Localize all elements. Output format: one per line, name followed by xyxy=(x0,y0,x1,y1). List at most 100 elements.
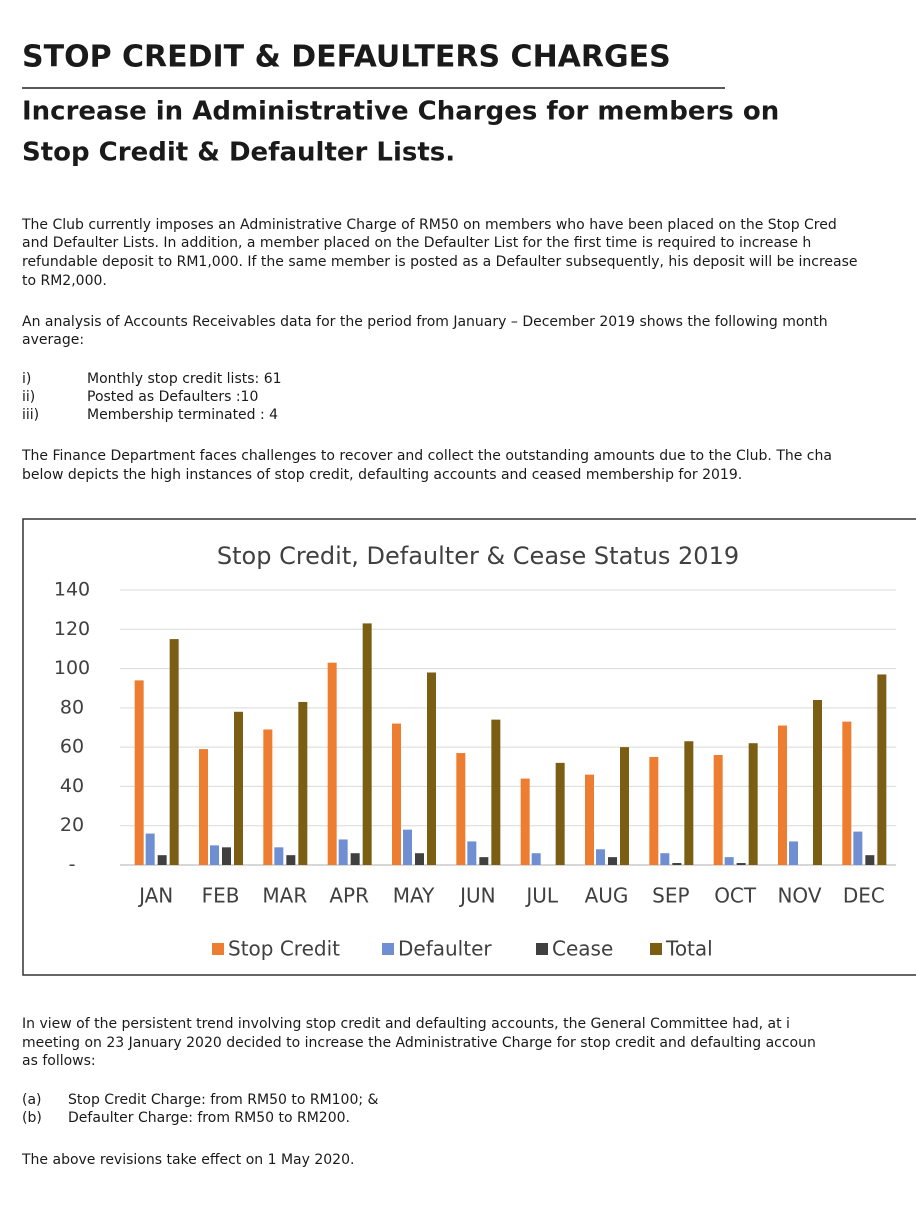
bar xyxy=(403,829,412,865)
list-item: Stop Credit Charge: from RM50 to RM100; … xyxy=(68,1092,379,1108)
paragraph-line: below depicts the high instances of stop… xyxy=(22,467,742,483)
paragraph-line: refundable deposit to RM1,000. If the sa… xyxy=(22,254,858,270)
bar xyxy=(169,639,179,865)
paragraph-line: to RM2,000. xyxy=(22,273,107,289)
bar xyxy=(274,847,284,865)
legend-label: Stop Credit xyxy=(228,937,340,961)
bar xyxy=(234,711,243,865)
list-marker: i) xyxy=(22,371,31,387)
bar xyxy=(362,623,372,865)
bar xyxy=(877,674,887,865)
bar xyxy=(350,853,360,865)
bar xyxy=(555,762,565,865)
paragraph-line: as follows: xyxy=(22,1053,96,1069)
y-tick-label: - xyxy=(69,854,76,876)
bar xyxy=(427,672,436,865)
chart-title: Stop Credit, Defaulter & Cease Status 20… xyxy=(217,542,739,570)
x-tick-label: JUL xyxy=(524,884,559,908)
list-marker: (a) xyxy=(22,1092,42,1108)
list-item: Membership terminated : 4 xyxy=(87,407,278,423)
bar xyxy=(585,774,594,865)
bar xyxy=(865,855,875,865)
y-tick-label: 80 xyxy=(60,696,84,718)
paragraph-line: In view of the persistent trend involvin… xyxy=(22,1016,790,1032)
bar xyxy=(392,723,401,865)
x-tick-label: NOV xyxy=(777,884,821,908)
bar xyxy=(467,841,477,865)
paragraph-line: The above revisions take effect on 1 May… xyxy=(21,1152,354,1168)
x-tick-label: SEP xyxy=(652,884,689,908)
list-item: Posted as Defaulters :10 xyxy=(87,389,258,405)
x-tick-label: MAR xyxy=(262,884,307,908)
bar xyxy=(842,721,852,865)
list-marker: (b) xyxy=(22,1110,42,1126)
paragraph-line: and Defaulter Lists. In addition, a memb… xyxy=(22,235,811,251)
list-item: Defaulter Charge: from RM50 to RM200. xyxy=(68,1110,350,1126)
legend-swatch xyxy=(382,943,394,955)
bar xyxy=(338,839,348,865)
bar xyxy=(789,841,798,865)
bar xyxy=(210,845,219,865)
x-tick-label: MAY xyxy=(393,884,435,908)
bar xyxy=(672,863,682,865)
x-tick-label: DEC xyxy=(843,884,885,908)
y-tick-label: 140 xyxy=(54,579,90,601)
bar xyxy=(134,680,144,865)
bar xyxy=(199,749,208,865)
bar xyxy=(263,729,273,865)
bar xyxy=(748,743,758,865)
legend-label: Cease xyxy=(552,937,613,961)
bar xyxy=(456,753,466,865)
bar xyxy=(531,853,541,865)
bar xyxy=(415,853,424,865)
x-tick-label: APR xyxy=(329,884,369,908)
doc-title: STOP CREDIT & DEFAULTERS CHARGES xyxy=(22,40,671,75)
bar xyxy=(713,755,723,865)
y-tick-label: 60 xyxy=(60,736,84,758)
bar xyxy=(491,719,501,865)
bar xyxy=(298,701,308,865)
x-tick-label: OCT xyxy=(714,884,757,908)
legend-label: Defaulter xyxy=(398,937,492,961)
doc-subtitle: Increase in Administrative Charges for m… xyxy=(22,97,779,127)
bar xyxy=(222,847,231,865)
bar xyxy=(724,857,734,865)
y-tick-label: 20 xyxy=(60,814,84,836)
bar xyxy=(520,778,530,865)
bar xyxy=(479,857,489,865)
bar xyxy=(736,863,746,865)
list-item: Monthly stop credit lists: 61 xyxy=(87,371,282,387)
bar xyxy=(145,833,155,865)
y-tick-label: 40 xyxy=(60,775,84,797)
bar xyxy=(684,741,694,865)
bar xyxy=(778,725,787,865)
legend-swatch xyxy=(650,943,662,955)
list-marker: iii) xyxy=(22,407,39,423)
paragraph-line: meeting on 23 January 2020 decided to in… xyxy=(22,1035,816,1051)
list-marker: ii) xyxy=(22,389,35,405)
bar xyxy=(620,747,629,865)
doc-subtitle: Stop Credit & Defaulter Lists. xyxy=(22,138,455,168)
bar xyxy=(608,857,617,865)
bar xyxy=(327,662,337,865)
chart-frame xyxy=(22,518,916,976)
bar xyxy=(660,853,670,865)
y-tick-label: 100 xyxy=(54,657,90,679)
bar xyxy=(853,831,863,865)
x-tick-label: JUN xyxy=(458,884,496,908)
legend-swatch xyxy=(536,943,548,955)
paragraph-line: average: xyxy=(22,332,84,348)
bar xyxy=(649,756,659,865)
y-tick-label: 120 xyxy=(54,618,90,640)
bar xyxy=(286,855,296,865)
legend-label: Total xyxy=(665,937,713,961)
legend-swatch xyxy=(212,943,224,955)
x-tick-label: JAN xyxy=(137,884,173,908)
paragraph-line: An analysis of Accounts Receivables data… xyxy=(22,314,828,330)
bar xyxy=(813,700,822,865)
bar xyxy=(157,855,167,865)
x-tick-label: FEB xyxy=(202,884,240,908)
x-tick-label: AUG xyxy=(585,884,629,908)
